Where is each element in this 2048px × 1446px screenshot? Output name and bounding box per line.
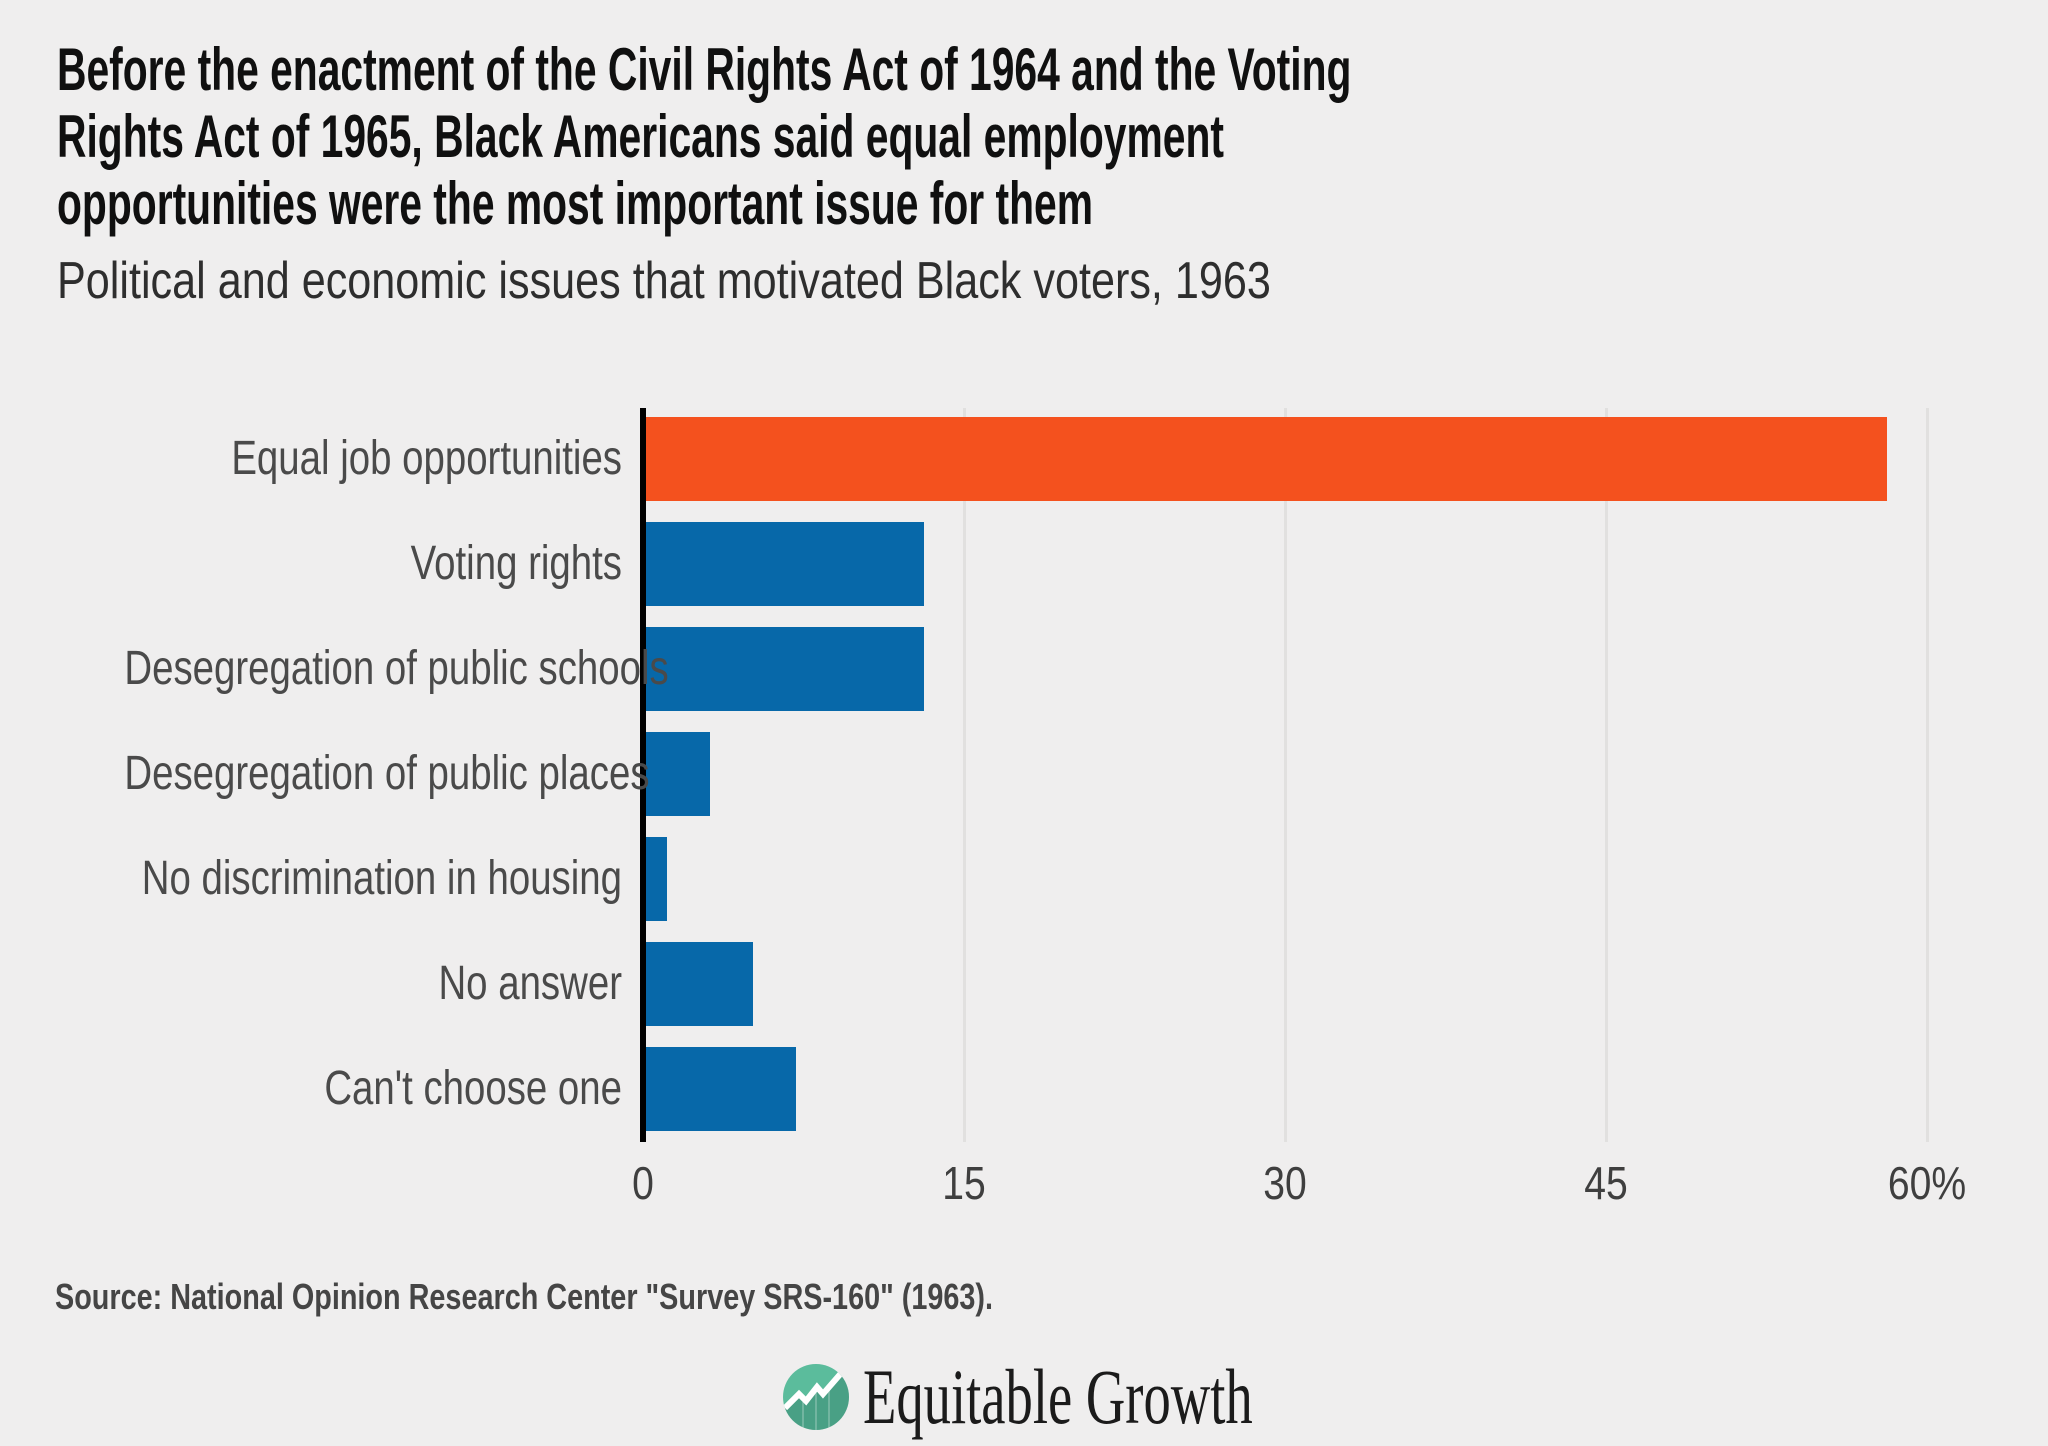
bar-can-t-choose-one (646, 1047, 796, 1131)
bar-desegregation-of-public-places (646, 732, 710, 816)
category-label-desegregation-of-public-places: Desegregation of public places (124, 747, 650, 800)
logo-wordmark: Equitable Growth (863, 1353, 1253, 1440)
source-note: Source: National Opinion Research Center… (55, 1276, 994, 1317)
bar-voting-rights (646, 522, 924, 606)
category-label-no-answer: No answer (438, 957, 622, 1010)
gridline-45 (1604, 408, 1608, 1142)
x-tick-label-0: 0 (632, 1157, 654, 1209)
category-label-voting-rights: Voting rights (410, 537, 622, 590)
x-tick-label-30: 30 (1263, 1157, 1307, 1209)
category-label-equal-job-opportunities: Equal job opportunities (231, 432, 622, 485)
category-label-desegregation-of-public-schools: Desegregation of public schools (124, 642, 669, 695)
growth-line-icon (783, 1364, 849, 1430)
gridline-60 (1925, 408, 1929, 1142)
gridline-30 (1283, 408, 1287, 1142)
gridline-15 (962, 408, 966, 1142)
bar-no-discrimination-in-housing (646, 837, 667, 921)
y-axis-line (640, 408, 646, 1142)
bar-equal-job-opportunities (646, 417, 1887, 501)
category-label-can-t-choose-one: Can't choose one (324, 1062, 622, 1115)
category-label-no-discrimination-in-housing: No discrimination in housing (141, 852, 622, 905)
bar-desegregation-of-public-schools (646, 627, 924, 711)
equitable-growth-logo: Equitable Growth (783, 1358, 1483, 1436)
x-tick-label-45: 45 (1584, 1157, 1628, 1209)
x-tick-label-60: 60% (1887, 1157, 1967, 1209)
chart-subtitle: Political and economic issues that motiv… (57, 252, 1271, 310)
x-tick-label-15: 15 (942, 1157, 986, 1209)
bar-no-answer (646, 942, 753, 1026)
chart-title: Before the enactment of the Civil Rights… (57, 36, 1352, 237)
